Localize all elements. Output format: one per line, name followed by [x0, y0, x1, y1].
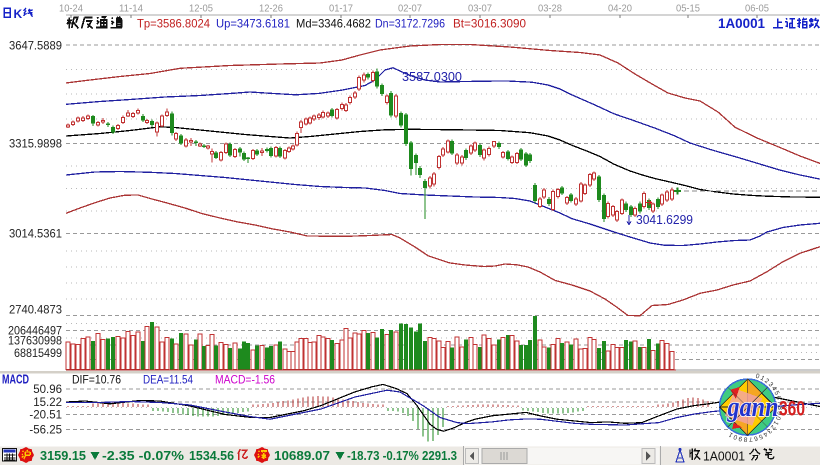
- svg-text:3: 3: [767, 381, 775, 389]
- svg-text:1: 1: [759, 375, 766, 383]
- svg-text:3647.5889: 3647.5889: [9, 41, 62, 53]
- svg-text:68815499: 68815499: [14, 348, 62, 360]
- svg-text:3587.0300: 3587.0300: [402, 70, 462, 84]
- svg-text:1A0001: 1A0001: [718, 16, 765, 31]
- svg-text:12-05: 12-05: [189, 3, 213, 15]
- svg-text:0: 0: [774, 415, 782, 421]
- svg-text:11-14: 11-14: [119, 3, 143, 15]
- svg-text:03-07: 03-07: [468, 3, 492, 15]
- svg-text:5: 5: [757, 432, 764, 440]
- svg-text:06-05: 06-05: [745, 3, 769, 15]
- svg-text:8: 8: [743, 435, 747, 442]
- svg-text:02-07: 02-07: [398, 3, 422, 15]
- svg-text:05-15: 05-15: [676, 3, 700, 15]
- svg-text:3315.9898: 3315.9898: [9, 139, 62, 151]
- svg-text:3159.15: 3159.15: [40, 449, 86, 463]
- svg-text:Dn=3172.7296: Dn=3172.7296: [375, 17, 445, 31]
- svg-text:DIF=10.76: DIF=10.76: [72, 375, 121, 387]
- svg-text:50.96: 50.96: [33, 384, 62, 396]
- svg-text:360: 360: [779, 398, 805, 421]
- svg-text:1534.56: 1534.56: [189, 449, 234, 463]
- svg-text:0: 0: [732, 433, 738, 441]
- svg-text:10689.07: 10689.07: [274, 449, 330, 463]
- svg-text:-18.73 -0.17% 2291.3: -18.73 -0.17% 2291.3: [347, 449, 457, 463]
- svg-text:4: 4: [761, 430, 768, 438]
- svg-text:8: 8: [776, 406, 783, 410]
- svg-text:7: 7: [776, 401, 783, 406]
- svg-text:04-20: 04-20: [608, 3, 632, 15]
- svg-text:Bt=3016.3090: Bt=3016.3090: [453, 17, 526, 31]
- svg-text:2740.4873: 2740.4873: [9, 305, 62, 317]
- svg-text:206446497: 206446497: [8, 326, 62, 338]
- svg-text:9: 9: [775, 411, 783, 416]
- svg-text:5: 5: [772, 390, 780, 397]
- svg-text:4: 4: [770, 385, 778, 392]
- svg-text:gann: gann: [727, 391, 779, 423]
- svg-text:137630998: 137630998: [8, 336, 62, 348]
- svg-text:0: 0: [755, 373, 761, 381]
- svg-text:-2.35 -0.07%: -2.35 -0.07%: [102, 449, 184, 463]
- svg-text:K: K: [14, 7, 23, 21]
- svg-text:12-26: 12-26: [259, 3, 283, 15]
- svg-text:Tp=3586.8024: Tp=3586.8024: [137, 17, 210, 31]
- svg-text:-20.51: -20.51: [29, 409, 62, 421]
- svg-text:3014.5361: 3014.5361: [9, 229, 62, 241]
- svg-text:9: 9: [738, 434, 743, 442]
- svg-text:01-17: 01-17: [329, 3, 353, 15]
- svg-text:2: 2: [769, 423, 777, 430]
- svg-text:Md=3346.4682: Md=3346.4682: [296, 17, 371, 31]
- svg-text:03-28: 03-28: [538, 3, 562, 15]
- svg-text:1A0001: 1A0001: [703, 450, 745, 464]
- svg-text:MACD=-1.56: MACD=-1.56: [215, 375, 275, 387]
- svg-text:10-24: 10-24: [59, 3, 83, 15]
- svg-text:7: 7: [748, 435, 753, 442]
- svg-text:3041.6299: 3041.6299: [636, 213, 693, 227]
- svg-text:1: 1: [771, 419, 779, 426]
- svg-text:2: 2: [763, 377, 770, 385]
- svg-text:MACD: MACD: [2, 373, 29, 387]
- svg-text:6: 6: [774, 395, 782, 401]
- svg-text:DEA=11.54: DEA=11.54: [143, 375, 194, 387]
- svg-text:6: 6: [753, 434, 759, 442]
- svg-text:1: 1: [727, 430, 734, 438]
- svg-text:-56.25: -56.25: [29, 424, 62, 436]
- svg-text:3: 3: [765, 427, 773, 435]
- svg-text:Up=3473.6181: Up=3473.6181: [216, 17, 290, 31]
- svg-text:15.22: 15.22: [33, 397, 62, 409]
